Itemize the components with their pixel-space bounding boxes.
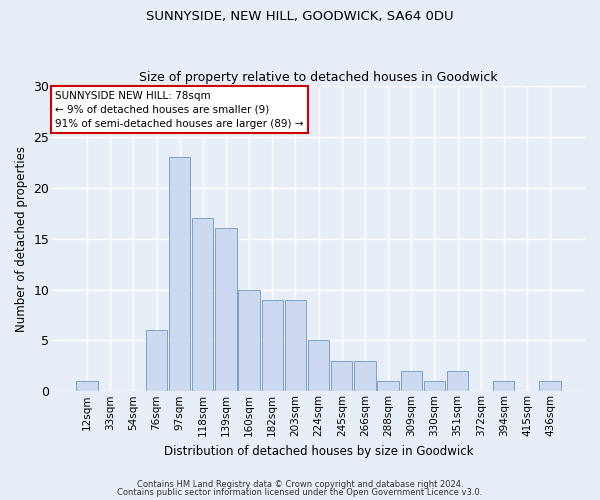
- Bar: [377, 381, 399, 392]
- Text: Contains HM Land Registry data © Crown copyright and database right 2024.: Contains HM Land Registry data © Crown c…: [137, 480, 463, 489]
- Bar: [447, 371, 468, 392]
- Text: SUNNYSIDE NEW HILL: 78sqm
← 9% of detached houses are smaller (9)
91% of semi-de: SUNNYSIDE NEW HILL: 78sqm ← 9% of detach…: [55, 90, 304, 128]
- Bar: [169, 158, 190, 392]
- Bar: [146, 330, 167, 392]
- Text: SUNNYSIDE, NEW HILL, GOODWICK, SA64 0DU: SUNNYSIDE, NEW HILL, GOODWICK, SA64 0DU: [146, 10, 454, 23]
- X-axis label: Distribution of detached houses by size in Goodwick: Distribution of detached houses by size …: [164, 444, 473, 458]
- Bar: [539, 381, 561, 392]
- Bar: [308, 340, 329, 392]
- Bar: [76, 381, 98, 392]
- Bar: [238, 290, 260, 392]
- Text: Contains public sector information licensed under the Open Government Licence v3: Contains public sector information licen…: [118, 488, 482, 497]
- Bar: [215, 228, 236, 392]
- Title: Size of property relative to detached houses in Goodwick: Size of property relative to detached ho…: [139, 70, 498, 84]
- Bar: [192, 218, 214, 392]
- Bar: [262, 300, 283, 392]
- Bar: [354, 360, 376, 392]
- Bar: [401, 371, 422, 392]
- Bar: [424, 381, 445, 392]
- Bar: [331, 360, 352, 392]
- Bar: [493, 381, 514, 392]
- Y-axis label: Number of detached properties: Number of detached properties: [15, 146, 28, 332]
- Bar: [285, 300, 306, 392]
